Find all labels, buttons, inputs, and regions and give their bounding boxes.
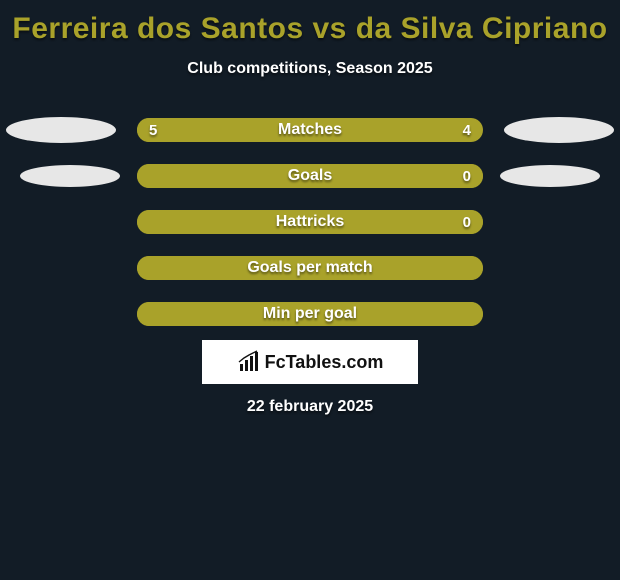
bar-chart-icon — [237, 350, 261, 374]
stat-value-right: 0 — [463, 210, 471, 234]
stat-value-left: 5 — [149, 118, 157, 142]
stat-rows: Matches54Goals0Hattricks0Goals per match… — [0, 118, 620, 326]
comparison-card: Ferreira dos Santos vs da Silva Cipriano… — [0, 0, 620, 580]
player-marker-left — [6, 117, 116, 143]
date: 22 february 2025 — [0, 398, 620, 416]
stat-bar: Matches5 4 — [137, 118, 483, 142]
stat-row: Matches5 4 — [0, 118, 620, 142]
stat-label: Goals per match — [137, 256, 483, 280]
stat-value-right: 4 — [463, 118, 471, 142]
player-marker-left — [20, 165, 120, 187]
stat-bar: Min per goal — [137, 302, 483, 326]
site-name: FcTables.com — [265, 352, 384, 373]
stat-label: Goals — [137, 164, 483, 188]
stat-bar: Goals0 — [137, 164, 483, 188]
subtitle: Club competitions, Season 2025 — [0, 60, 620, 78]
stat-label: Min per goal — [137, 302, 483, 326]
stat-row: Goals0 — [0, 164, 620, 188]
player-marker-right — [500, 165, 600, 187]
stat-value-right: 0 — [463, 164, 471, 188]
stat-label: Hattricks — [137, 210, 483, 234]
player-marker-right — [504, 117, 614, 143]
stat-row: Min per goal — [0, 302, 620, 326]
stat-row: Goals per match — [0, 256, 620, 280]
site-badge: FcTables.com — [202, 340, 418, 384]
stat-bar: Goals per match — [137, 256, 483, 280]
stat-row: Hattricks0 — [0, 210, 620, 234]
stat-bar: Hattricks0 — [137, 210, 483, 234]
stat-label: Matches — [137, 118, 483, 142]
page-title: Ferreira dos Santos vs da Silva Cipriano — [0, 0, 620, 46]
